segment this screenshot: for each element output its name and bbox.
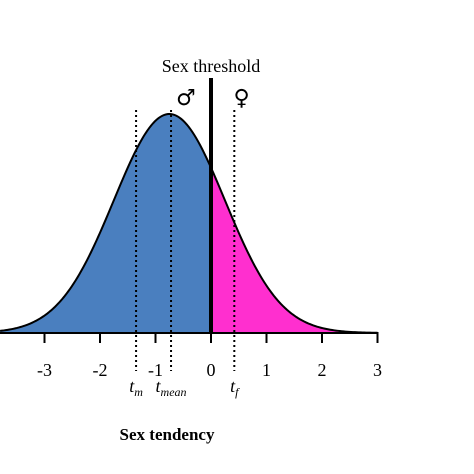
female-region-area xyxy=(211,167,378,333)
marker-lines xyxy=(135,110,236,371)
female-symbol-icon: ♀ xyxy=(233,86,249,111)
marker-label-f: tf xyxy=(230,376,240,399)
plot-area: -3 -2 -1 0 1 2 3 tm tmean tf ♂ ♀ Sex threshold Se… xyxy=(0,56,382,444)
x-ticks xyxy=(43,333,379,343)
x-tick-label: 1 xyxy=(262,360,271,380)
x-tick-label: 2 xyxy=(318,360,327,380)
x-tick-label: -2 xyxy=(93,360,108,380)
male-symbol-icon: ♂ xyxy=(176,86,196,111)
marker-labels: tm tmean tf xyxy=(129,376,240,399)
marker-label-m: tm xyxy=(129,376,143,399)
x-tick-label: -1 xyxy=(148,360,163,380)
x-axis-label: Sex tendency xyxy=(120,425,215,444)
sex-symbols: ♂ ♀ xyxy=(176,86,249,111)
x-tick-label: 3 xyxy=(373,360,382,380)
threshold-label: Sex threshold xyxy=(162,56,261,76)
x-tick-label: -3 xyxy=(37,360,52,380)
x-tick-labels: -3 -2 -1 0 1 2 3 xyxy=(37,360,382,380)
marker-label-mean: tmean xyxy=(156,376,187,399)
male-region-area xyxy=(0,114,211,333)
x-tick-label: 0 xyxy=(207,360,216,380)
distribution-curve xyxy=(0,113,378,334)
